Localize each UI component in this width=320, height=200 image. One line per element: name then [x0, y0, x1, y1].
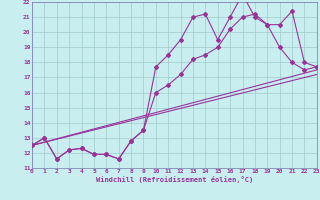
- X-axis label: Windchill (Refroidissement éolien,°C): Windchill (Refroidissement éolien,°C): [96, 176, 253, 183]
